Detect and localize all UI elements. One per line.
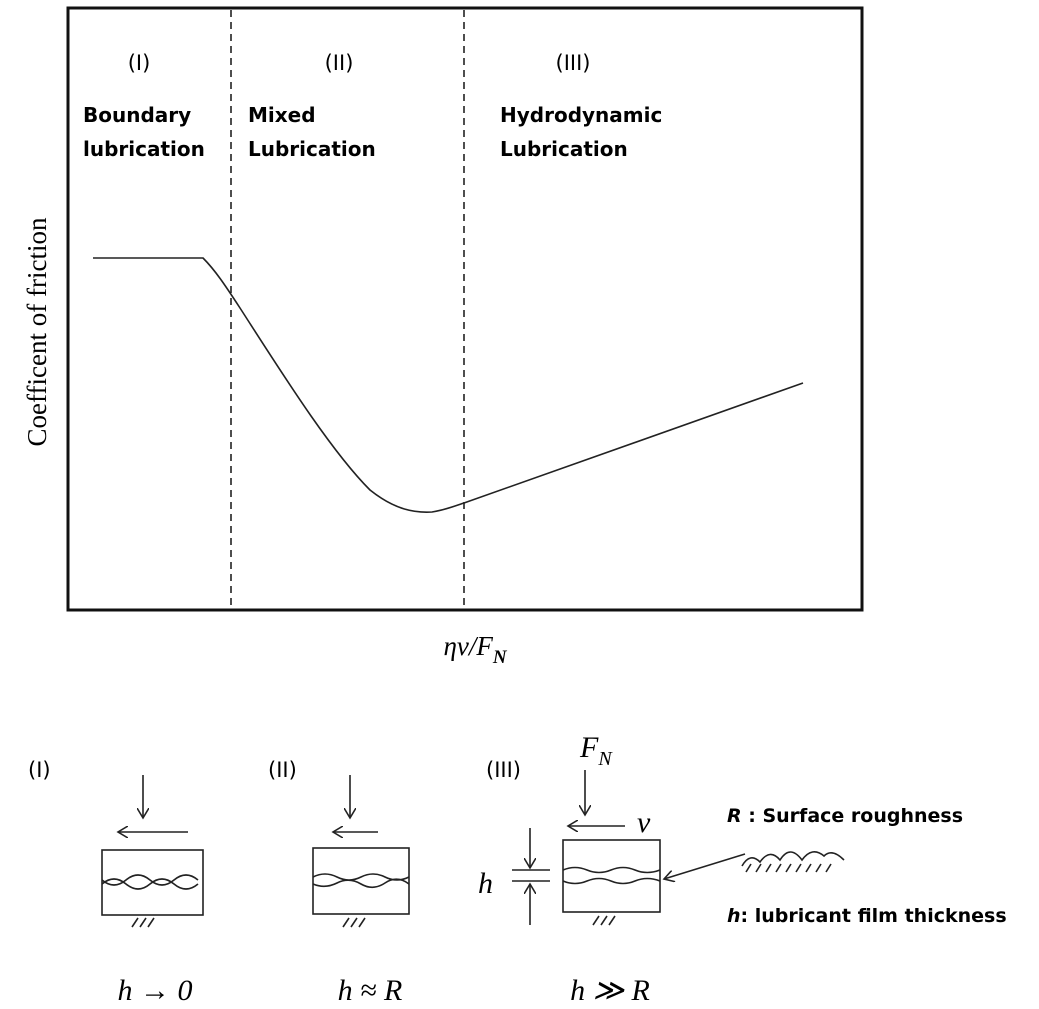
legend-entry: R : Surface roughness: [727, 805, 963, 827]
rough-interface: [562, 866, 661, 885]
region-name: Mixed: [248, 103, 316, 127]
contact-block: [312, 847, 410, 915]
regime-condition: h → 0: [118, 974, 193, 1007]
velocity-label: v: [637, 806, 651, 839]
legend-text: : Surface roughness: [742, 805, 963, 827]
regime-numeral: (III): [486, 758, 521, 782]
regime-condition: h ≈ R: [338, 974, 403, 1007]
x-axis-label-main: ηv/F: [443, 631, 493, 661]
contact-block: [562, 839, 661, 913]
pointer-arrow: [664, 853, 746, 879]
legend-symbol: h: [727, 905, 741, 927]
contact-block: [101, 849, 204, 916]
plot-frame: [66, 6, 864, 612]
region-numeral: (I): [128, 51, 151, 75]
roughness-sketch: [741, 851, 845, 873]
region-name: Lubrication: [500, 137, 628, 161]
rough-interface: [312, 873, 410, 889]
region-name: Lubrication: [248, 137, 376, 161]
legend-entry: h: lubricant film thickness: [727, 905, 1007, 927]
legend-symbol: R: [727, 805, 742, 827]
region-numeral: (III): [556, 51, 591, 75]
ground-hatch: [342, 917, 366, 928]
force-subscript: N: [597, 748, 613, 770]
regime-numeral: (II): [268, 758, 297, 782]
region-numeral: (II): [325, 51, 354, 75]
y-axis-label: Coefficent of friction: [22, 217, 52, 446]
x-axis-label-subscript: N: [492, 647, 508, 668]
region-name: Hydrodynamic: [500, 103, 662, 127]
region-name: Boundary: [83, 103, 191, 127]
region-name: lubrication: [83, 137, 205, 161]
regime-condition: h ≫ R: [570, 974, 650, 1007]
rough-interface: [101, 874, 199, 890]
legend-text: : lubricant film thickness: [741, 905, 1007, 927]
ground-hatch: [592, 915, 616, 926]
force-symbol: F: [579, 731, 599, 764]
gap-label: h: [478, 867, 493, 900]
regime-numeral: (I): [28, 758, 51, 782]
stribeck-curve: [93, 257, 804, 513]
force-label: FN: [579, 731, 613, 770]
x-axis-label: ηv/FN: [443, 631, 507, 668]
ground-hatch: [131, 917, 155, 928]
